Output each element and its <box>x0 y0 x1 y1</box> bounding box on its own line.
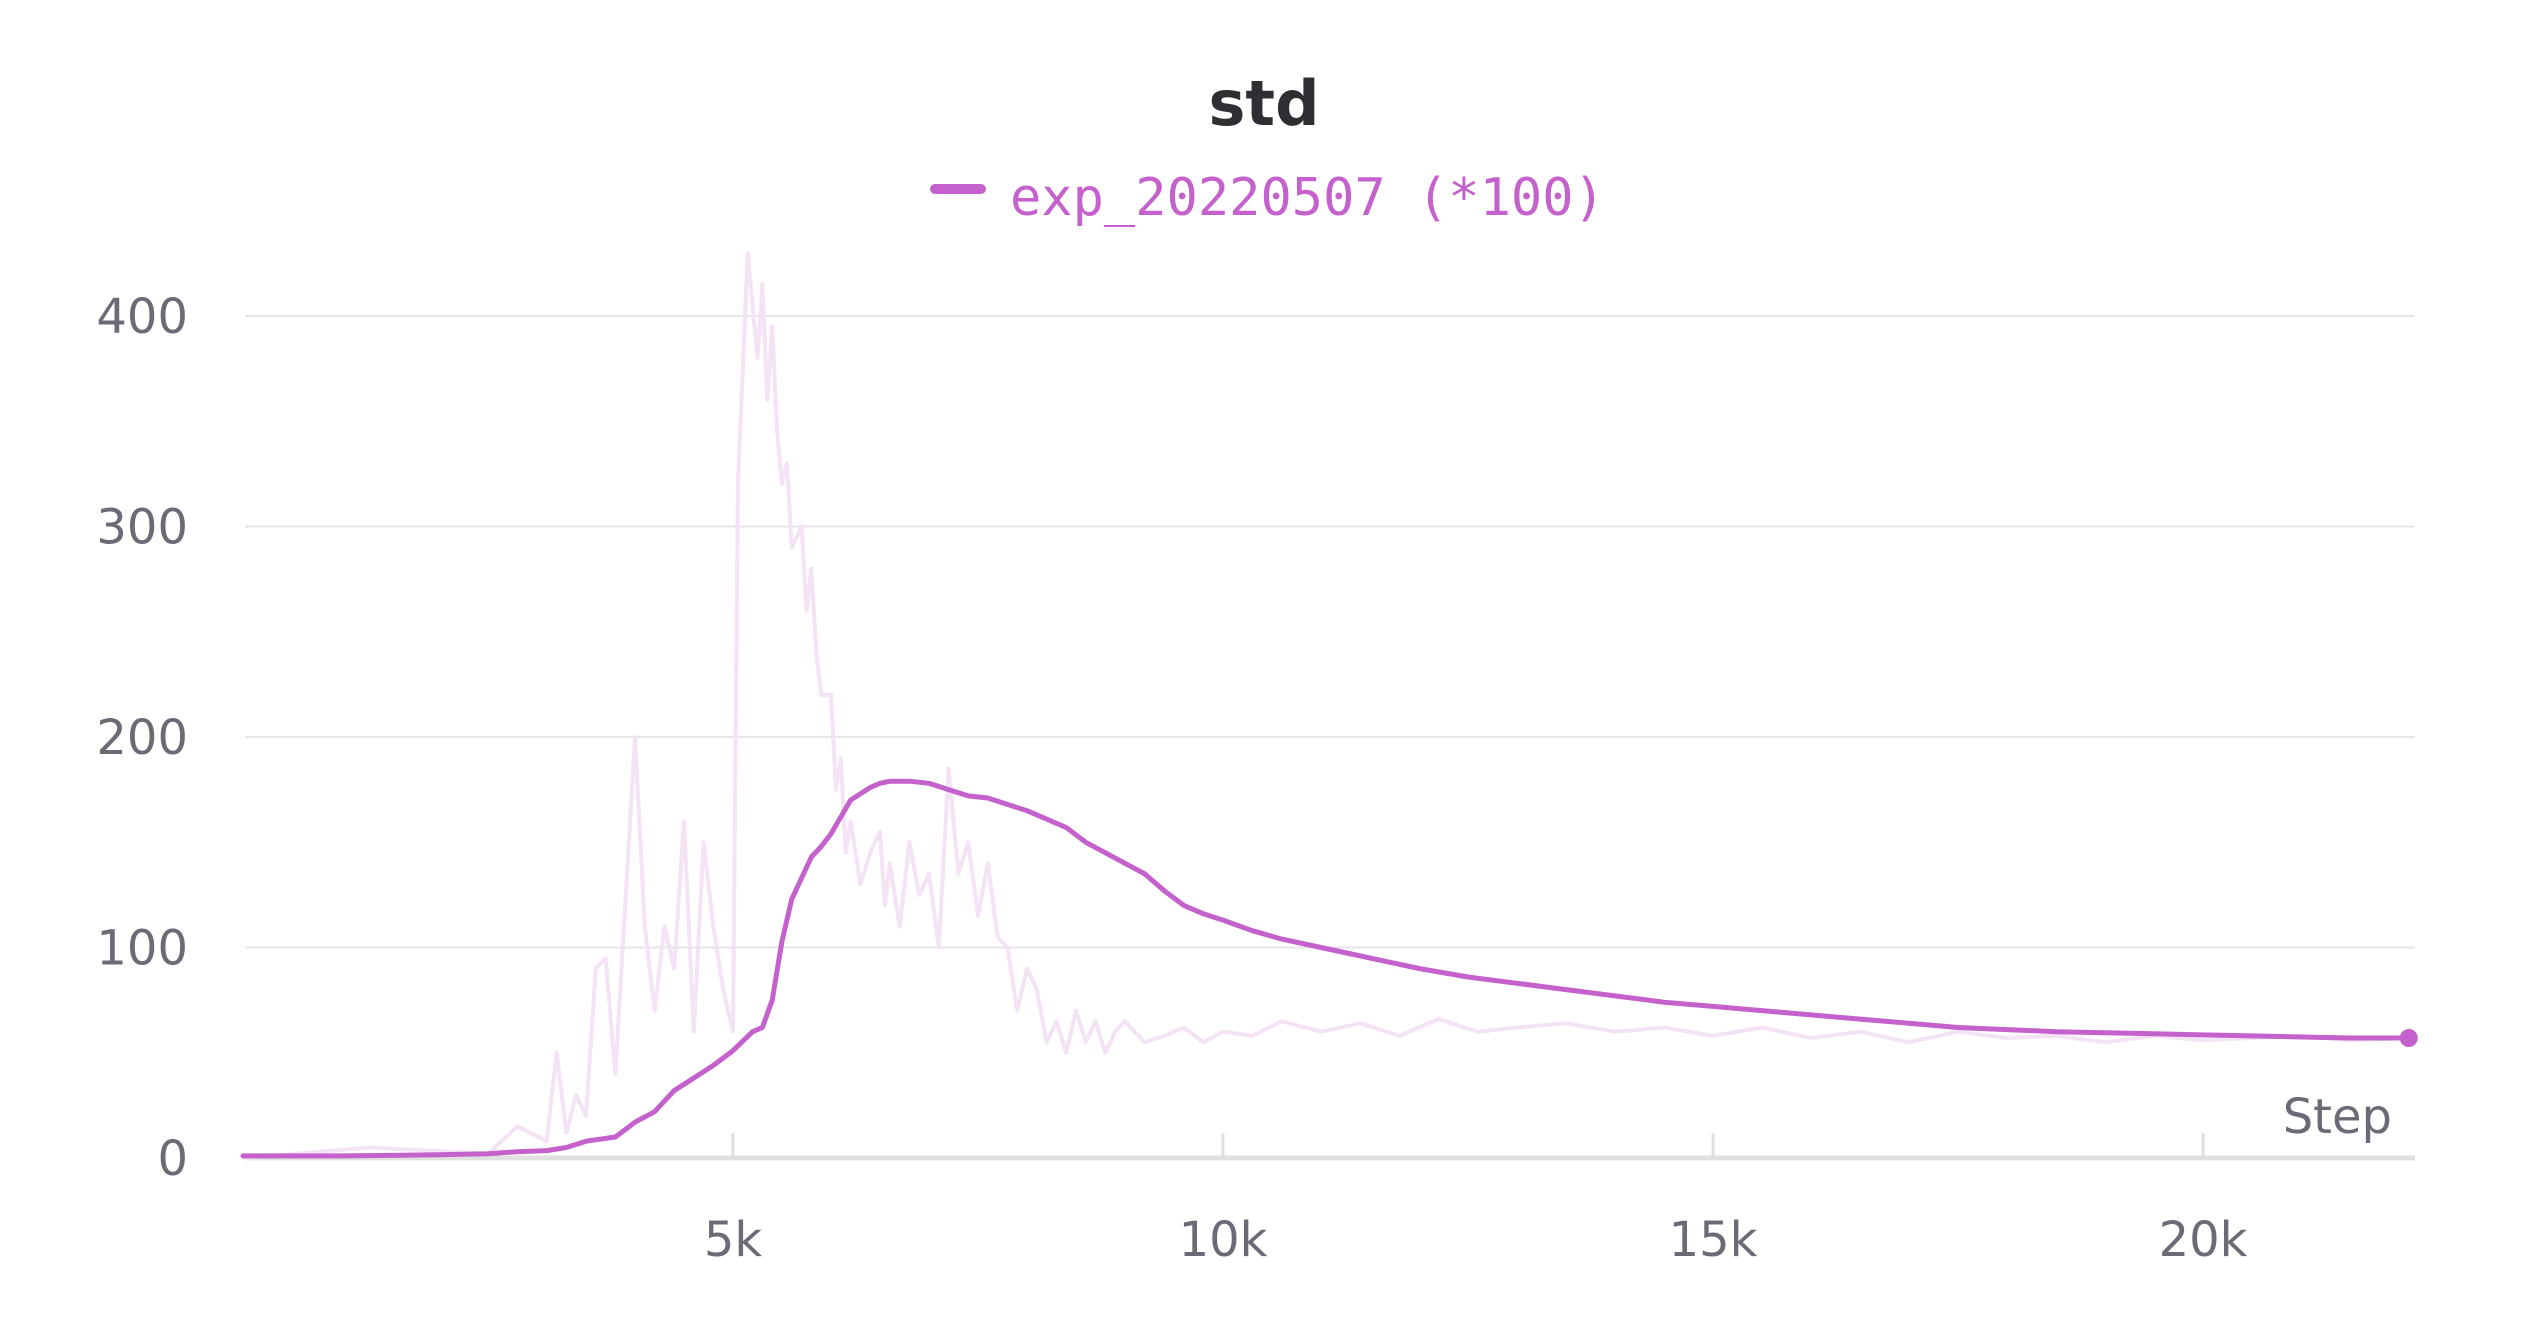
y-tick-label: 300 <box>96 500 188 556</box>
x-axis-label: Step <box>2283 1089 2392 1145</box>
smoothed-series-line[interactable] <box>240 778 2412 1159</box>
legend-swatch <box>930 184 986 194</box>
legend-series-name: exp_20220507 (*100) <box>1010 168 1605 228</box>
x-tick-label: 5k <box>704 1212 763 1268</box>
x-tick-label: 10k <box>1179 1212 1268 1268</box>
x-tick-label: 15k <box>1669 1212 1758 1268</box>
grid-lines <box>245 315 2415 949</box>
series-end-point[interactable] <box>2399 1029 2418 1048</box>
y-tick-label: 200 <box>96 710 188 766</box>
x-axis: 5k 10k 15k 20k <box>245 1133 2415 1268</box>
raw-series-line <box>242 250 2409 1160</box>
x-tick-label: 20k <box>2159 1212 2248 1268</box>
y-tick-label: 0 <box>157 1131 188 1187</box>
chart-legend[interactable]: exp_20220507 (*100) <box>930 168 1605 228</box>
chart-title: std <box>1209 67 1320 140</box>
raw-series-layer <box>242 250 2409 1160</box>
smoothed-series-layer[interactable] <box>240 778 2418 1159</box>
y-axis-ticks: 0 100 200 300 400 <box>96 289 188 1187</box>
y-tick-label: 100 <box>96 921 188 977</box>
y-tick-label: 400 <box>96 289 188 345</box>
